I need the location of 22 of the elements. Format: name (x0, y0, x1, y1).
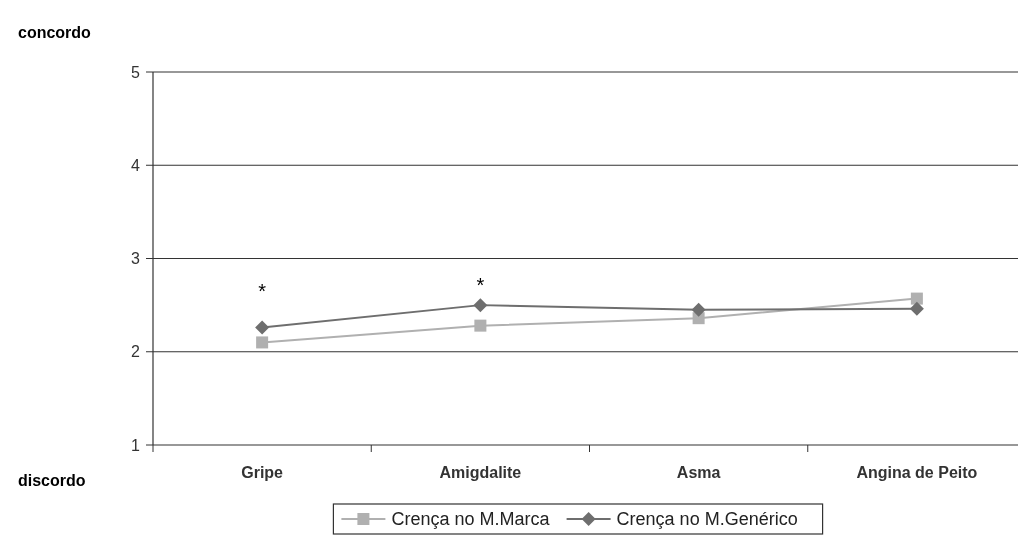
x-tick-label: Gripe (241, 464, 284, 481)
point (255, 320, 270, 335)
x-tick-label: Amigdalite (439, 464, 522, 481)
x-tick-label: Angina de Peito (856, 464, 978, 481)
point (909, 301, 924, 316)
annotation: * (476, 274, 485, 296)
text: discordo (18, 472, 86, 489)
y-tick-label: 1 (131, 436, 141, 454)
y-tick-label: 3 (131, 250, 141, 268)
text: concordo (18, 24, 92, 41)
y-tick-label: 4 (131, 156, 141, 174)
x-tick-label: Asma (676, 464, 721, 481)
point (474, 319, 487, 332)
legend-label: Crença no M.Genérico (616, 509, 798, 530)
legend-label: Crença no M.Marca (391, 509, 551, 530)
point (256, 336, 269, 349)
point (910, 292, 923, 305)
point (691, 302, 706, 317)
y-tick-label: 2 (131, 343, 141, 361)
point (473, 298, 488, 313)
annotation: * (258, 280, 267, 302)
y-tick-label: 5 (131, 63, 141, 81)
